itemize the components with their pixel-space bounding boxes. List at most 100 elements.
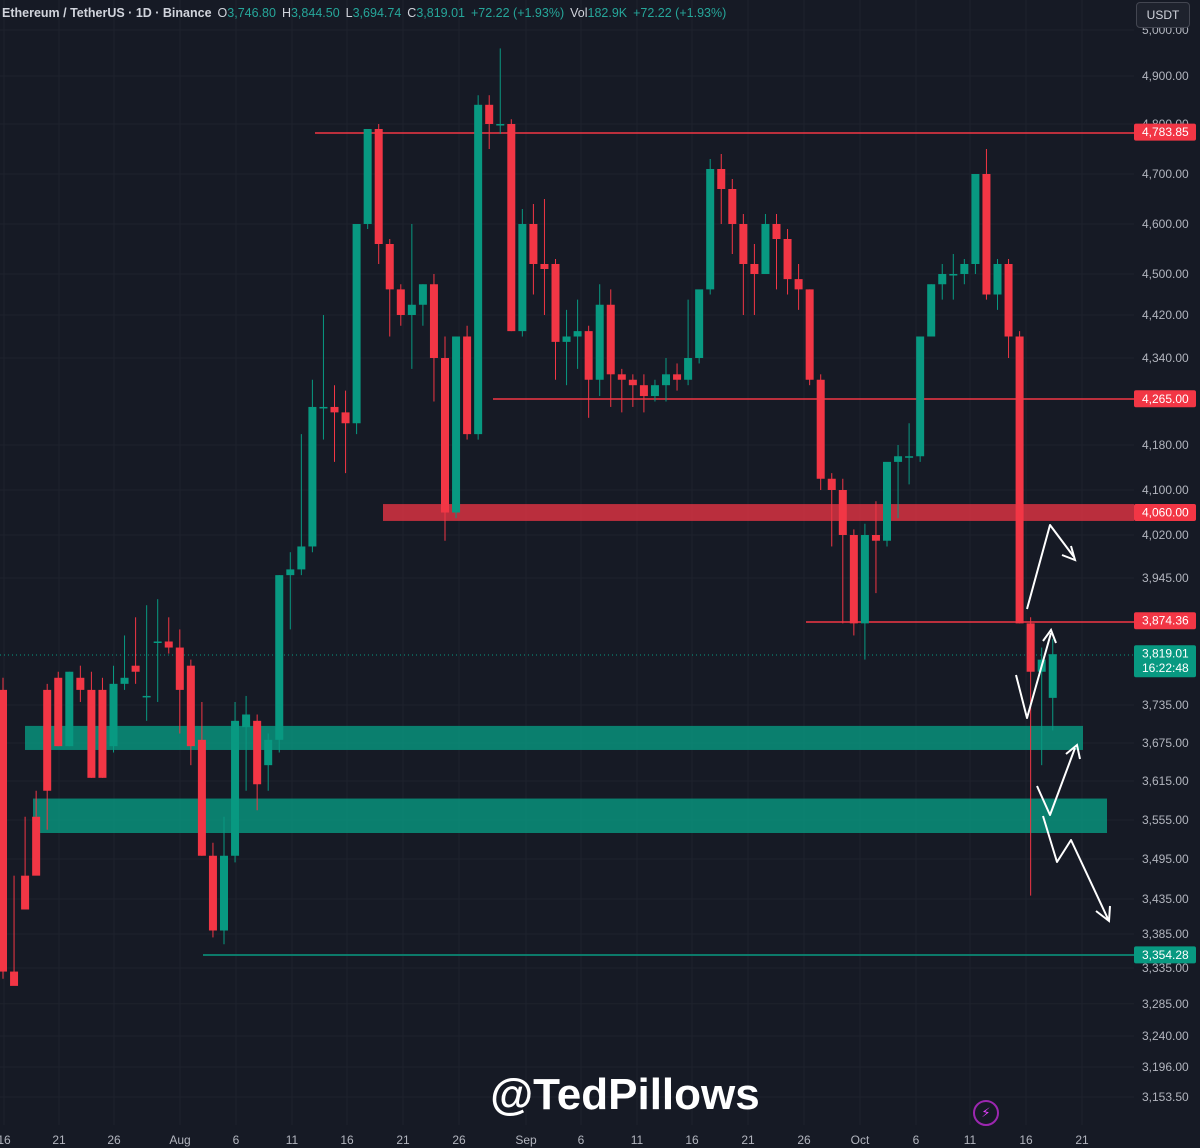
candle-body	[794, 279, 803, 290]
candle-body	[352, 224, 361, 424]
price-label-text: 4,060.00	[1142, 506, 1189, 520]
candle-body	[54, 677, 63, 747]
candle-body	[595, 304, 604, 380]
candle-body	[518, 224, 527, 332]
candle-body	[905, 456, 914, 458]
candle-body	[186, 665, 195, 747]
change-value: +72.22 (+1.93%)	[470, 6, 565, 20]
candle-body	[220, 855, 228, 931]
candle-body	[175, 647, 184, 690]
y-tick-label: 3,153.50	[1142, 1090, 1189, 1104]
projection-arrow-head	[1042, 627, 1057, 644]
price-label-text: 3,354.28	[1142, 948, 1189, 962]
candle-body	[971, 174, 980, 264]
price-label-text: 4,783.85	[1142, 125, 1189, 139]
support-zone-upper	[25, 725, 1083, 750]
candle-body	[993, 264, 1002, 295]
candle-body	[43, 689, 52, 791]
support-zone-lower	[33, 798, 1107, 833]
y-tick-label: 4,420.00	[1142, 308, 1189, 322]
x-tick-label: 16	[340, 1133, 354, 1147]
price-label-badge	[1134, 123, 1196, 141]
candle-body	[783, 239, 792, 280]
y-tick-label: 3,385.00	[1142, 927, 1189, 941]
candle-body	[750, 264, 759, 274]
candle-body	[562, 336, 571, 342]
candle-body	[982, 174, 991, 295]
lightning-icon: ⚡	[973, 1100, 999, 1126]
y-tick-label: 3,335.00	[1142, 961, 1189, 975]
candle-body	[927, 284, 936, 337]
candle-body	[761, 224, 770, 274]
x-tick-label: 6	[913, 1133, 920, 1147]
x-tick-label: 11	[286, 1133, 299, 1147]
candle-body	[1026, 623, 1035, 672]
y-tick-label: 4,340.00	[1142, 351, 1189, 365]
candle-body	[142, 695, 151, 698]
price-label-badge	[1134, 390, 1196, 408]
candle-body	[98, 689, 107, 778]
candle-body	[76, 677, 85, 690]
volume-value: 182.9K	[587, 6, 628, 20]
symbol-legend: Ethereum / TetherUS · 1D · Binance O 3,74…	[2, 4, 726, 22]
low-label: L	[345, 6, 353, 20]
candle-body	[827, 478, 836, 490]
candle-body	[871, 535, 880, 541]
y-tick-label: 3,495.00	[1142, 852, 1189, 866]
candle-body	[1004, 264, 1013, 337]
currency-button[interactable]: USDT	[1136, 2, 1190, 28]
candle-body	[1015, 336, 1024, 624]
open-value: 3,746.80	[227, 6, 276, 20]
price-label-countdown: 16:22:48	[1142, 661, 1189, 675]
y-tick-label: 3,945.00	[1142, 571, 1189, 585]
y-tick-label: 3,196.00	[1142, 1060, 1189, 1074]
candle-body	[684, 358, 693, 380]
candle-body	[573, 331, 582, 337]
candle-body	[639, 385, 648, 397]
high-value: 3,844.50	[290, 6, 340, 20]
x-tick-label: 21	[52, 1133, 66, 1147]
candle-body	[231, 720, 240, 856]
candle-body	[385, 244, 394, 290]
candle-body	[407, 304, 416, 315]
y-tick-label: 3,435.00	[1142, 892, 1189, 906]
volume-label: Vol	[570, 6, 588, 20]
resistance-zone	[383, 504, 1134, 521]
x-tick-label: 6	[233, 1133, 240, 1147]
candle-body	[551, 264, 560, 342]
x-tick-label: 21	[396, 1133, 410, 1147]
author-watermark: @TedPillows	[490, 1070, 760, 1119]
projection-arrow	[1015, 632, 1052, 719]
candle-body	[418, 284, 427, 305]
candle-body	[628, 379, 637, 386]
candle-body	[860, 535, 869, 624]
close-label: C	[407, 6, 417, 20]
x-tick-label: 16	[685, 1133, 699, 1147]
candle-body	[728, 189, 737, 224]
high-label: H	[281, 6, 291, 20]
candle-body	[153, 641, 162, 643]
projection-arrow-head	[1065, 743, 1081, 760]
y-tick-label: 4,180.00	[1142, 438, 1189, 452]
y-tick-label: 3,555.00	[1142, 813, 1189, 827]
y-tick-label: 4,900.00	[1142, 69, 1189, 83]
candle-body	[662, 374, 670, 386]
candle-body	[21, 875, 30, 910]
projection-arrow-head	[1061, 545, 1077, 562]
price-label-badge	[1134, 946, 1196, 964]
x-tick-label: 16	[0, 1133, 11, 1147]
open-label: O	[217, 6, 228, 20]
candle-body	[916, 336, 925, 457]
price-label-badge	[1134, 612, 1196, 630]
y-tick-label: 3,675.00	[1142, 736, 1189, 750]
candle-body	[297, 546, 306, 570]
candle-body	[452, 336, 461, 513]
candle-body	[164, 641, 173, 648]
projection-arrow-head	[1095, 905, 1111, 923]
candle-body	[496, 124, 505, 126]
candle-body	[341, 412, 350, 424]
candle-body	[429, 284, 438, 358]
candle-body	[0, 689, 7, 972]
candle-body	[849, 535, 858, 624]
